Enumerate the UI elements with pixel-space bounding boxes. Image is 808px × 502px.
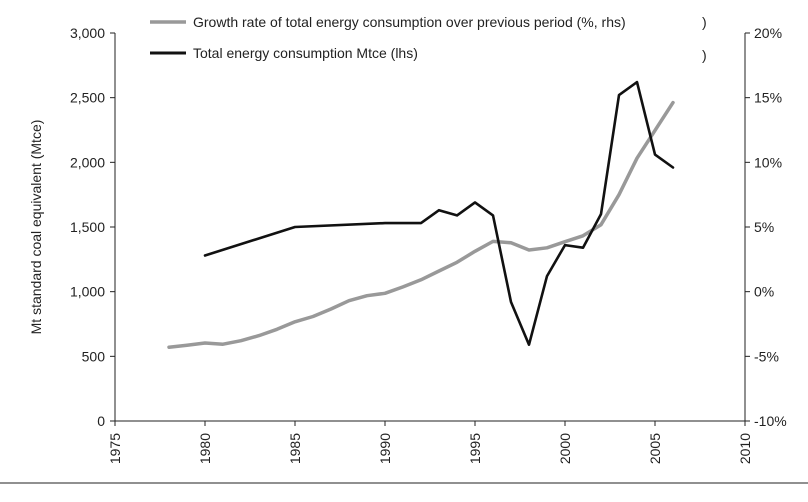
legend: Growth rate of total energy consumption … <box>150 14 707 63</box>
legend-trailing-mark-1: ) <box>702 14 707 30</box>
x-tick-label: 2005 <box>647 433 663 464</box>
left-y-tick-label: 1,000 <box>70 284 105 300</box>
left-y-tick-label: 0 <box>97 413 105 429</box>
right-y-tick-label: 0% <box>754 284 774 300</box>
left-y-tick-label: 2,000 <box>70 154 105 170</box>
series-line-growth-rate <box>167 100 675 349</box>
x-tick-label: 2010 <box>737 433 753 464</box>
right-y-axis-ticks: -10% -5% 0% 5% 10% 15% 20% <box>745 25 787 429</box>
x-axis-ticks: 1975 1980 1985 1990 1995 2000 2005 2010 <box>107 421 753 464</box>
right-y-tick-label: 15% <box>754 90 782 106</box>
x-tick-label: 1975 <box>107 433 123 464</box>
x-tick-label: 1995 <box>467 433 483 464</box>
right-y-tick-label: 5% <box>754 219 774 235</box>
left-y-axis-title: Mt standard coal equivalent (Mtce) <box>28 120 44 335</box>
left-y-axis-ticks: 0 500 1,000 1,500 2,000 2,500 3,000 <box>70 25 115 429</box>
left-y-tick-label: 2,500 <box>70 90 105 106</box>
x-tick-label: 1985 <box>287 433 303 464</box>
legend-label-growth-rate: Growth rate of total energy consumption … <box>193 14 626 30</box>
right-y-tick-label: 10% <box>754 154 782 170</box>
series-line-total-energy <box>203 80 675 347</box>
right-y-tick-label: -10% <box>754 413 787 429</box>
right-y-tick-label: -5% <box>754 348 779 364</box>
plot-area: 0 500 1,000 1,500 2,000 2,500 3,000 -10% -5% 0% 5… <box>70 25 787 464</box>
x-tick-label: 1980 <box>197 433 213 464</box>
left-y-tick-label: 500 <box>82 348 106 364</box>
x-tick-label: 1990 <box>377 433 393 464</box>
left-y-tick-label: 3,000 <box>70 25 105 41</box>
x-tick-label: 2000 <box>557 433 573 464</box>
legend-trailing-mark-2: ) <box>702 47 707 63</box>
series-layer <box>167 80 675 349</box>
legend-label-total-energy: Total energy consumption Mtce (lhs) <box>193 45 418 61</box>
right-y-tick-label: 20% <box>754 25 782 41</box>
left-y-tick-label: 1,500 <box>70 219 105 235</box>
